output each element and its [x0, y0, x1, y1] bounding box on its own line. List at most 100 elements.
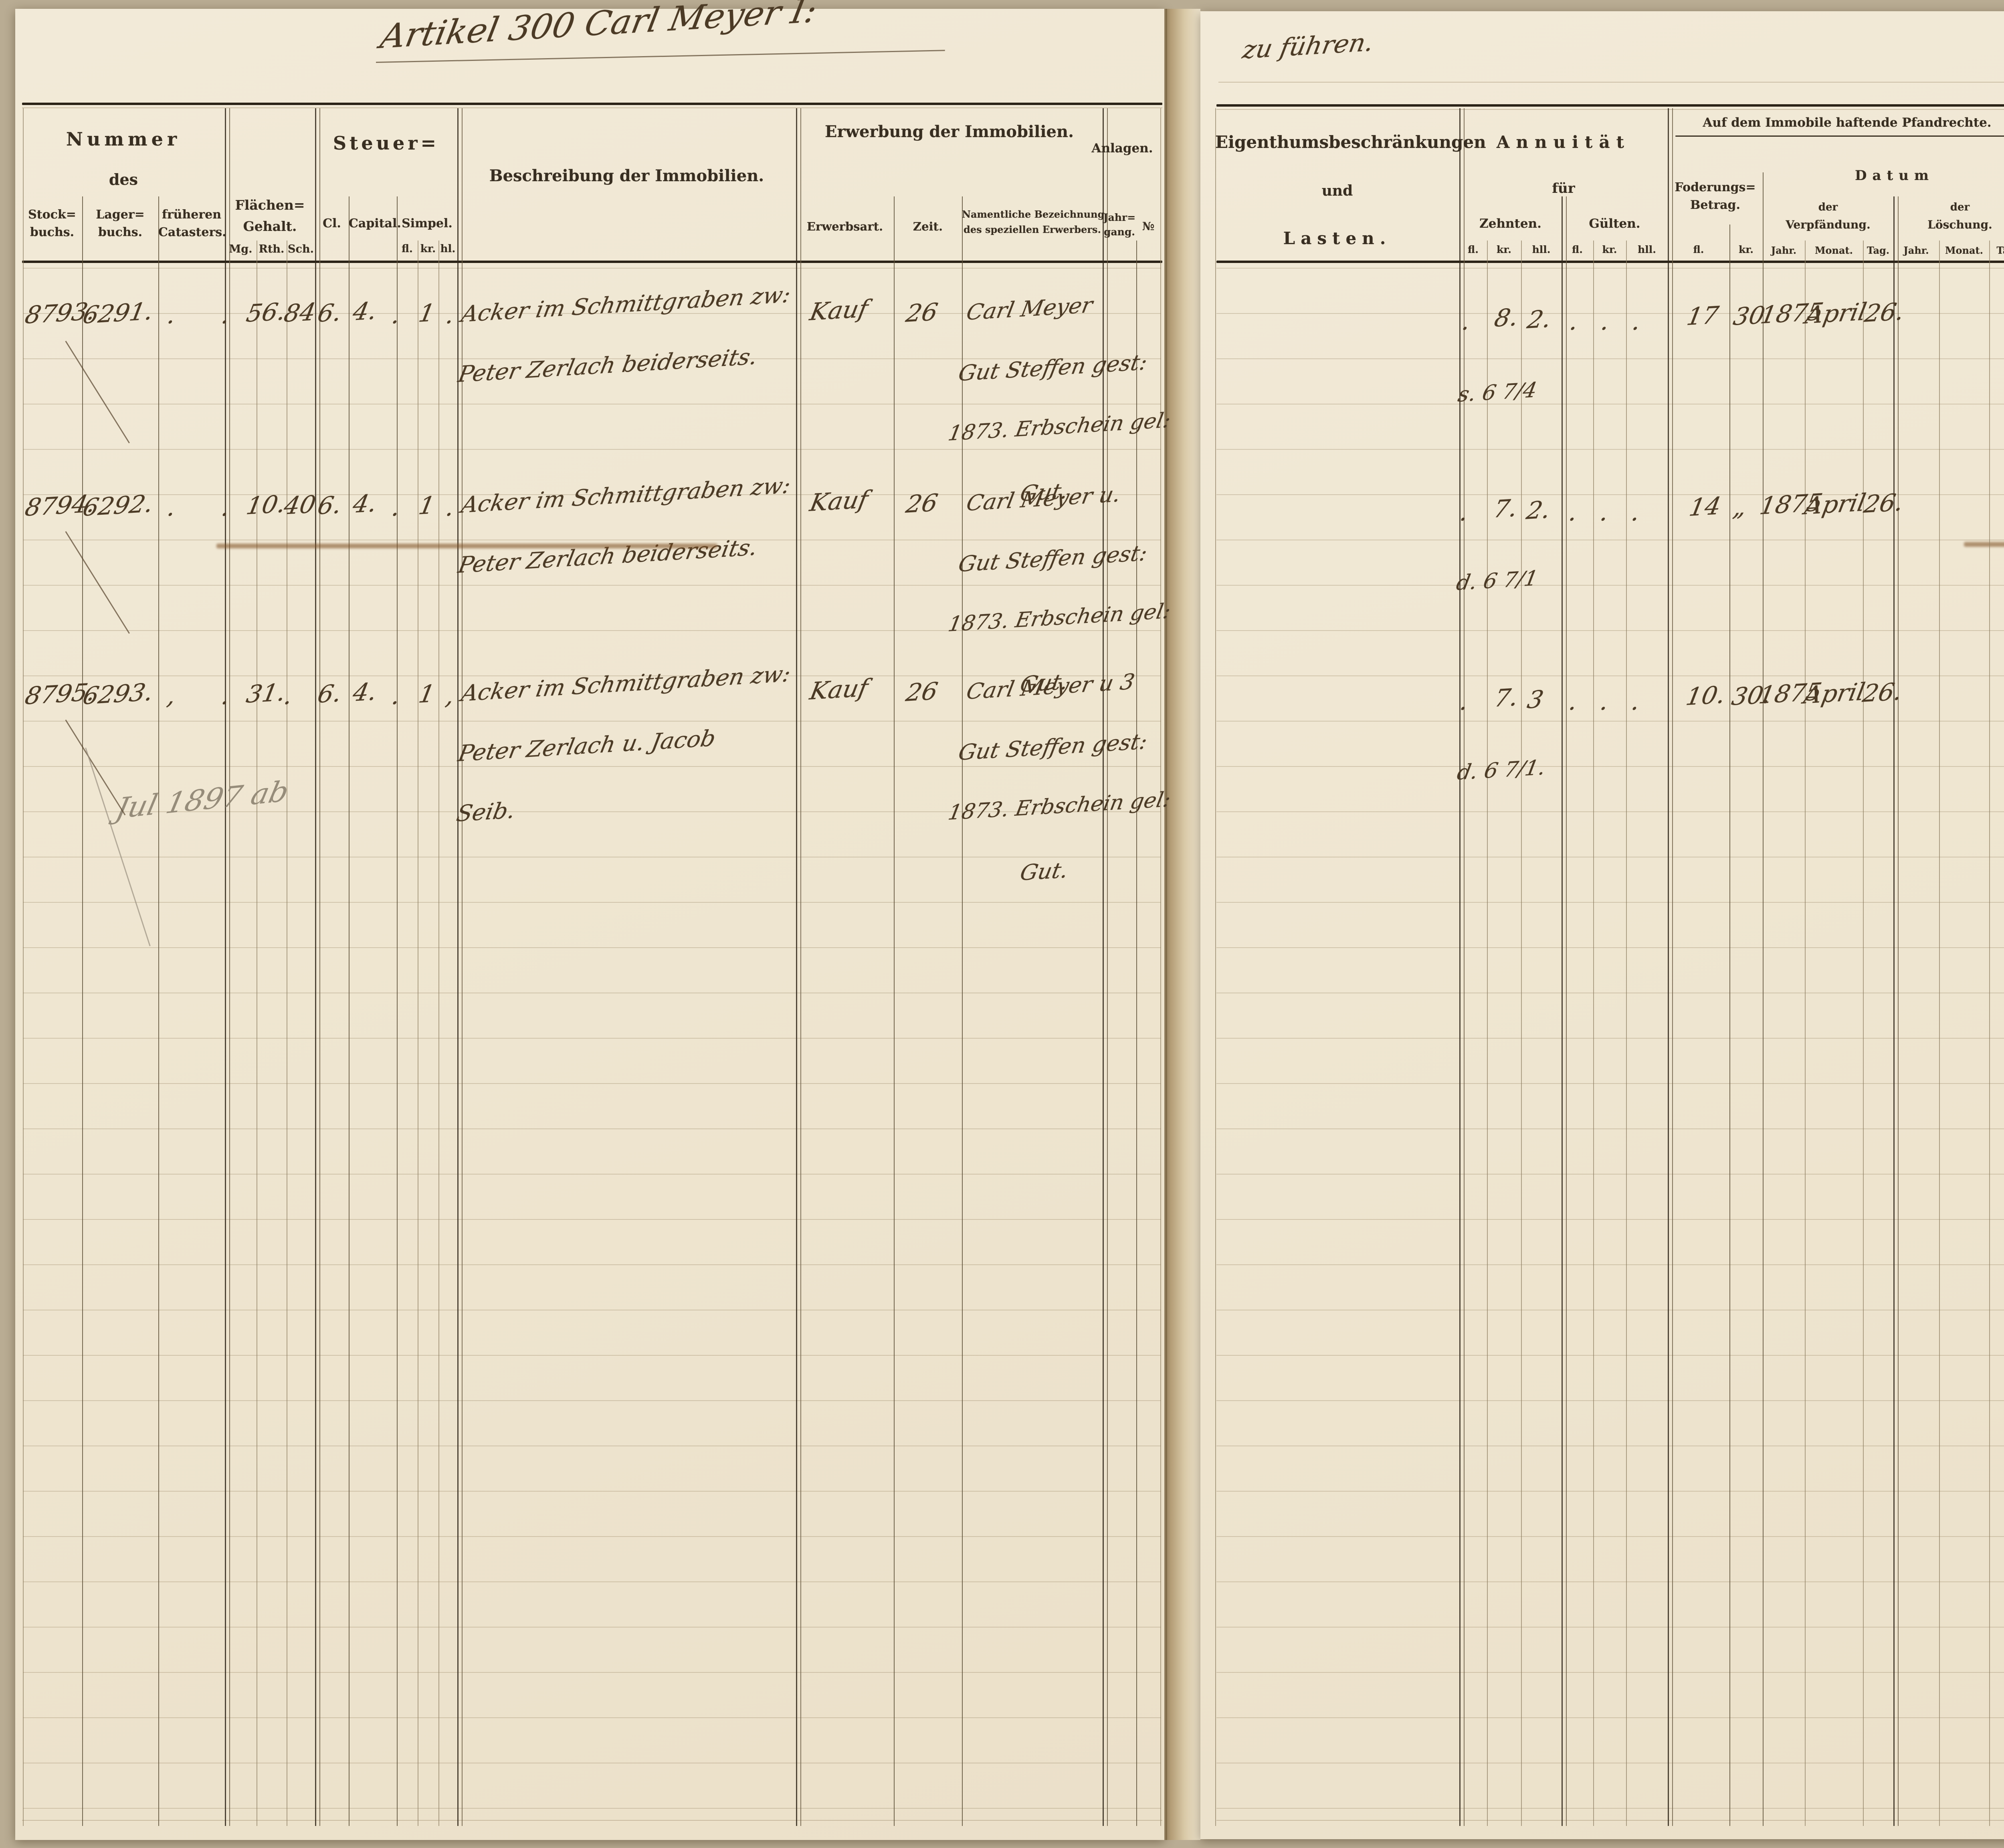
header-flaechen2: Gehalt.	[243, 218, 297, 234]
right-table-top-rule	[1216, 104, 2004, 107]
header-zeit: Zeit.	[913, 220, 943, 233]
cell-verpf-tag: 26.	[1862, 297, 1907, 328]
left-header-bottom-rule	[22, 261, 1162, 263]
right-table-top-rule2	[1216, 109, 2004, 110]
header-lasten: Lasten.	[1283, 228, 1392, 248]
header-zehnten: Zehnten.	[1479, 216, 1541, 231]
column-rule	[397, 196, 398, 1826]
book-gutter	[1164, 9, 1200, 1840]
ruling-left	[23, 268, 1161, 1823]
column-rule	[1562, 196, 1567, 1826]
header-eigenthum-und: und	[1321, 182, 1353, 199]
right-header-bottom-rule	[1216, 261, 2004, 263]
column-rule	[23, 108, 24, 1826]
column-rule	[962, 196, 963, 1826]
ruling-right	[1216, 268, 2004, 1823]
left-table-top-rule	[22, 103, 1162, 105]
column-rule	[796, 108, 801, 1826]
header-erwerbsart: Erwerbsart.	[806, 220, 883, 233]
header-unit-gfl: fl.	[1572, 244, 1583, 255]
column-rule	[225, 108, 230, 1826]
header-unit-ghll: hll.	[1638, 244, 1656, 255]
header-unit-ljahr: Jahr.	[1903, 245, 1929, 256]
left-bottom-rule	[22, 1820, 1162, 1821]
cell-verpf-monat: April	[1801, 677, 1867, 710]
column-rule	[1893, 196, 1899, 1826]
header-cataster: früheren	[162, 208, 222, 222]
header-steuer: Steuer=	[333, 132, 440, 154]
strike-smear-left	[216, 544, 717, 548]
header-unit-shl: hl.	[440, 243, 456, 255]
header-unit-lmonat: Monat.	[1945, 245, 1983, 256]
column-rule	[1160, 108, 1161, 1826]
header-datum: Datum	[1855, 168, 1934, 184]
header-anlagen-left: Anlagen.	[1091, 141, 1153, 156]
cell-lager: 6291.	[80, 297, 156, 330]
header-loeschung: Löschung.	[1927, 218, 1992, 231]
cell-verpf-monat: April	[1802, 488, 1868, 520]
column-rule	[1521, 241, 1522, 1826]
header-unit-vtag: Tag.	[1867, 245, 1890, 256]
pfandrechte-underline	[1675, 135, 2004, 137]
header-eigenthum: Eigenthumsbeschränkungen	[1215, 132, 1486, 152]
cell-foderung-fl: 10.	[1683, 681, 1728, 711]
top-faint-rule	[1218, 82, 2004, 83]
header-verpfaendung-der: der	[1818, 201, 1838, 213]
cell-zehnten-sub: s. 6 7/4	[1456, 378, 1539, 407]
cell-lager: 6292.	[80, 489, 156, 522]
cell-beschreibung: Seib.	[454, 797, 517, 827]
header-verpfaendung: Verpfändung.	[1786, 218, 1871, 231]
header-unit-rth: Rth.	[259, 243, 285, 255]
header-name-col: Namentliche Bezeichnung	[962, 208, 1105, 220]
header-annuitaet: Annuität	[1496, 132, 1631, 152]
header-loeschung-der: der	[1950, 201, 1970, 213]
cell-zeit: 26	[903, 489, 940, 519]
left-page	[15, 9, 1164, 1840]
header-unit-mg: Mg.	[229, 243, 253, 255]
column-rule	[158, 196, 159, 1826]
column-rule	[1989, 241, 1990, 1826]
cell-foderung-fl: 17	[1684, 301, 1721, 331]
cell-sch: 84	[281, 298, 318, 328]
header-lagerbuchs: Lager=	[96, 208, 145, 222]
cell-verpf-tag: 26.	[1861, 488, 1906, 519]
left-table-top-rule2	[22, 107, 1162, 108]
cell-rth: 31.	[244, 678, 288, 709]
column-rule	[1939, 241, 1940, 1826]
header-cataster2: Catasters.	[158, 225, 226, 239]
header-nummer-des: des	[109, 170, 138, 188]
header-annuitaet-fuer: für	[1552, 180, 1575, 196]
column-rule	[315, 108, 320, 1826]
header-unit-ffl: fl.	[1693, 244, 1704, 255]
right-page	[1200, 11, 2004, 1839]
column-rule	[1668, 108, 1673, 1826]
header-unit-vjahr: Jahr.	[1771, 245, 1797, 256]
header-unit-vmonat: Monat.	[1814, 245, 1853, 256]
header-capital: Capital.	[349, 216, 401, 230]
header-name-col2: des speziellen Erwerbers.	[964, 224, 1101, 235]
cell-erwerber: Gut.	[1018, 857, 1071, 886]
column-rule	[1805, 241, 1806, 1826]
header-unit-sfl: fl.	[402, 243, 413, 255]
header-lagerbuchs2: buchs.	[98, 225, 143, 239]
header-simpel: Simpel.	[402, 216, 453, 230]
cell-lager: 6293.	[80, 678, 156, 710]
column-rule	[82, 196, 83, 1826]
cell-sch: 40	[281, 490, 318, 520]
column-rule	[1593, 241, 1594, 1826]
column-rule	[1763, 172, 1764, 1826]
cell-foderung-fl: 14	[1687, 492, 1723, 522]
column-rule	[1863, 241, 1864, 1826]
column-rule	[894, 196, 895, 1826]
cell-zeit: 26	[903, 677, 940, 707]
page-edge	[1166, 9, 1167, 1840]
header-erwerbung: Erwerbung der Immobilien.	[824, 122, 1074, 141]
column-rule	[1626, 241, 1627, 1826]
column-rule	[457, 108, 463, 1826]
header-foderung2: Betrag.	[1690, 198, 1740, 212]
header-foderung: Foderungs=	[1675, 180, 1756, 194]
cell-verpf-monat: April	[1803, 297, 1869, 330]
column-rule	[1729, 224, 1730, 1826]
column-rule	[438, 241, 439, 1826]
cell-zeit: 26	[903, 298, 940, 328]
